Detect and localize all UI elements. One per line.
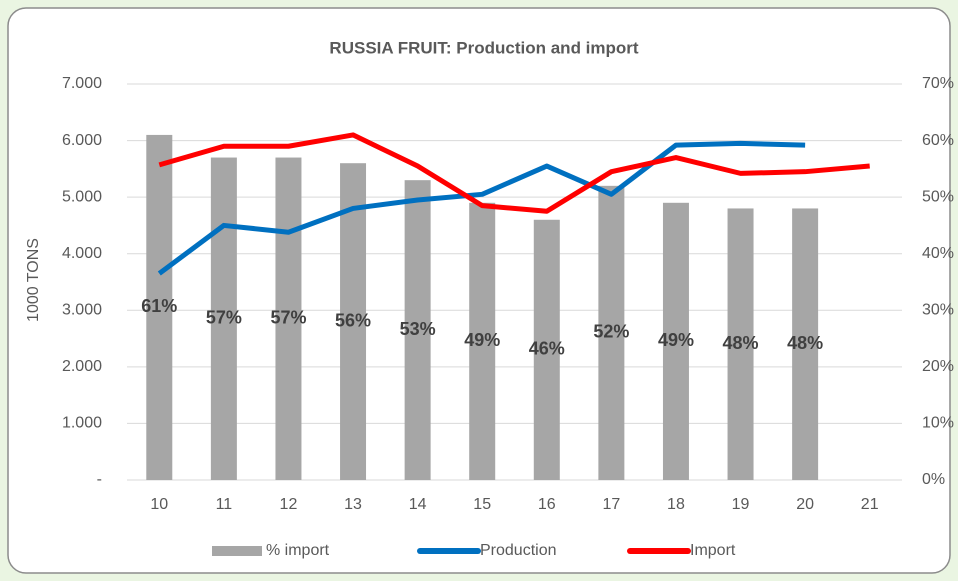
bar xyxy=(662,202,689,481)
y2-tick-label: 50% xyxy=(922,188,954,205)
x-tick-label: 11 xyxy=(216,496,233,513)
x-tick-label: 18 xyxy=(667,496,685,513)
x-tick-label: 17 xyxy=(602,496,620,513)
bar xyxy=(533,219,560,480)
legend-label: Production xyxy=(480,542,557,559)
legend-label: Import xyxy=(690,542,736,559)
x-tick-label: 13 xyxy=(344,496,362,513)
data-label: 53% xyxy=(400,319,436,339)
x-tick-label: 14 xyxy=(409,496,427,513)
x-tick-label: 20 xyxy=(796,496,814,513)
data-label: 49% xyxy=(658,330,694,350)
bar xyxy=(340,163,367,480)
line xyxy=(157,140,806,276)
bar xyxy=(146,134,173,480)
y-tick-label: 4.000 xyxy=(62,245,102,262)
data-label: 48% xyxy=(723,333,759,353)
bar xyxy=(792,208,819,480)
x-tick-label: 12 xyxy=(280,496,298,513)
y-tick-label: 5.000 xyxy=(62,188,102,205)
data-label: 56% xyxy=(335,310,371,330)
bar xyxy=(469,202,496,481)
y-axis-title: 1000 TONS xyxy=(25,238,42,322)
bar xyxy=(404,180,431,480)
chart-title: RUSSIA FRUIT: Production and import xyxy=(329,38,638,57)
y-tick-label: - xyxy=(97,471,102,488)
line xyxy=(158,132,870,214)
bar xyxy=(727,208,754,480)
data-label: 49% xyxy=(464,330,500,350)
y-tick-label: 1.000 xyxy=(62,415,102,432)
x-tick-label: 19 xyxy=(732,496,750,513)
x-tick-label: 16 xyxy=(538,496,556,513)
data-label: 61% xyxy=(141,296,177,316)
data-label: 57% xyxy=(206,308,242,328)
y2-tick-label: 40% xyxy=(922,245,954,262)
y-tick-label: 7.000 xyxy=(62,75,102,92)
bar xyxy=(275,157,302,481)
y2-tick-label: 10% xyxy=(922,415,954,432)
data-label: 46% xyxy=(529,339,565,359)
y-tick-label: 2.000 xyxy=(62,358,102,375)
x-tick-label: 21 xyxy=(861,496,879,513)
x-tick-label: 15 xyxy=(473,496,491,513)
data-label: 52% xyxy=(593,322,629,342)
bar xyxy=(210,157,237,481)
y2-tick-label: 70% xyxy=(922,75,954,92)
y-tick-label: 3.000 xyxy=(62,302,102,319)
y-tick-label: 6.000 xyxy=(62,132,102,149)
y2-tick-label: 60% xyxy=(922,132,954,149)
data-label: 48% xyxy=(787,333,823,353)
legend-label: % import xyxy=(266,542,330,559)
y2-tick-label: 20% xyxy=(922,358,954,375)
y2-tick-label: 30% xyxy=(922,302,954,319)
legend-swatch xyxy=(212,546,262,556)
x-tick-label: 10 xyxy=(150,496,168,513)
data-label: 57% xyxy=(270,308,306,328)
bar xyxy=(598,185,625,481)
y2-tick-label: 0% xyxy=(922,471,945,488)
